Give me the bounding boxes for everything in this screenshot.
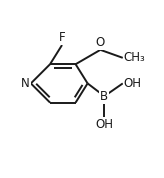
Text: N: N	[21, 77, 30, 90]
Text: OH: OH	[95, 118, 113, 131]
Text: O: O	[96, 36, 105, 49]
Text: OH: OH	[123, 77, 142, 90]
Text: F: F	[59, 31, 65, 44]
Text: B: B	[100, 90, 108, 103]
Text: CH₃: CH₃	[123, 51, 145, 64]
